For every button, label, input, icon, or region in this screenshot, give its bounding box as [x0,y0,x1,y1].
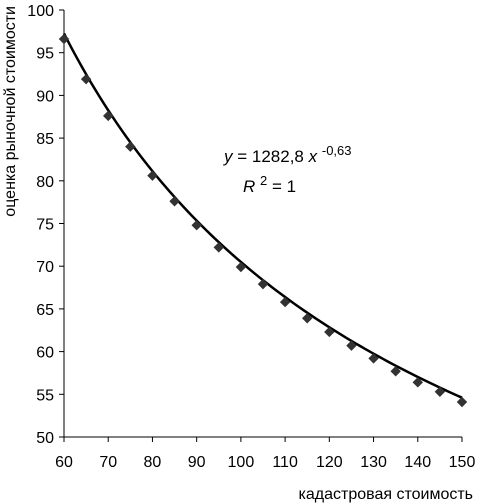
y-tick-label: 100 [27,3,54,20]
data-point [58,33,70,45]
data-point [346,340,357,351]
y-tick-label: 90 [36,88,54,105]
data-point [302,313,313,324]
r2-value: = 1 [272,177,296,196]
x-tick-label: 140 [404,454,431,471]
y-tick-label: 55 [36,387,54,404]
r2-r: R [243,177,255,196]
data-point [103,110,114,122]
x-tick-label: 80 [144,454,162,471]
y-tick-label: 80 [36,174,54,191]
eq-x: x [308,147,318,166]
r2-exponent: 2 [260,173,267,188]
y-tick-label: 70 [36,259,54,276]
x-tick-label: 60 [55,454,73,471]
y-tick-label: 50 [36,430,54,447]
x-tick-label: 70 [99,454,117,471]
x-axis-title: кадастровая стоимость [299,486,473,503]
x-tick-label: 150 [449,454,476,471]
y-axis-title: оценка рыночной стоимости [2,6,19,217]
y-tick-label: 95 [36,46,54,63]
data-point [191,220,202,231]
eq-exponent: -0,63 [322,143,352,158]
y-axis-ticks: 50 55 60 65 70 75 80 85 90 95 100 [27,3,64,447]
data-points [58,33,468,408]
data-point [169,196,180,207]
y-tick-label: 75 [36,217,54,234]
eq-coef: = 1282,8 [237,147,304,166]
x-tick-label: 130 [360,454,387,471]
data-point [324,326,335,338]
data-point [125,141,136,152]
x-tick-label: 90 [188,454,206,471]
y-tick-label: 65 [36,302,54,319]
eq-y: y [223,147,234,166]
data-point [456,396,468,408]
x-axis-ticks: 60 70 80 90 100 110 120 130 140 150 [55,437,475,471]
data-point [390,366,401,377]
svg-text:y = 1282,8 x: y = 1282,8 x -0,63 [223,143,352,166]
x-tick-label: 120 [316,454,343,471]
data-point [80,73,92,85]
svg-text:R 2 = 1: R 2 = 1 [243,170,296,196]
x-tick-label: 110 [272,454,298,471]
data-point [434,386,446,397]
data-point [412,377,423,388]
data-point [368,353,379,364]
x-tick-label: 100 [228,454,255,471]
data-point [147,170,158,181]
trendline-equation: y = 1282,8 x -0,63 R 2 = 1 [223,143,352,196]
trendline [62,32,463,399]
data-point [213,242,224,253]
data-point [279,296,291,308]
y-tick-label: 85 [36,131,54,148]
data-point [257,278,269,290]
plot-area: 60 70 80 90 100 110 120 130 140 150 50 55 60 65 70 75 8… [27,3,475,471]
y-tick-label: 60 [36,345,54,362]
data-point [235,261,247,273]
